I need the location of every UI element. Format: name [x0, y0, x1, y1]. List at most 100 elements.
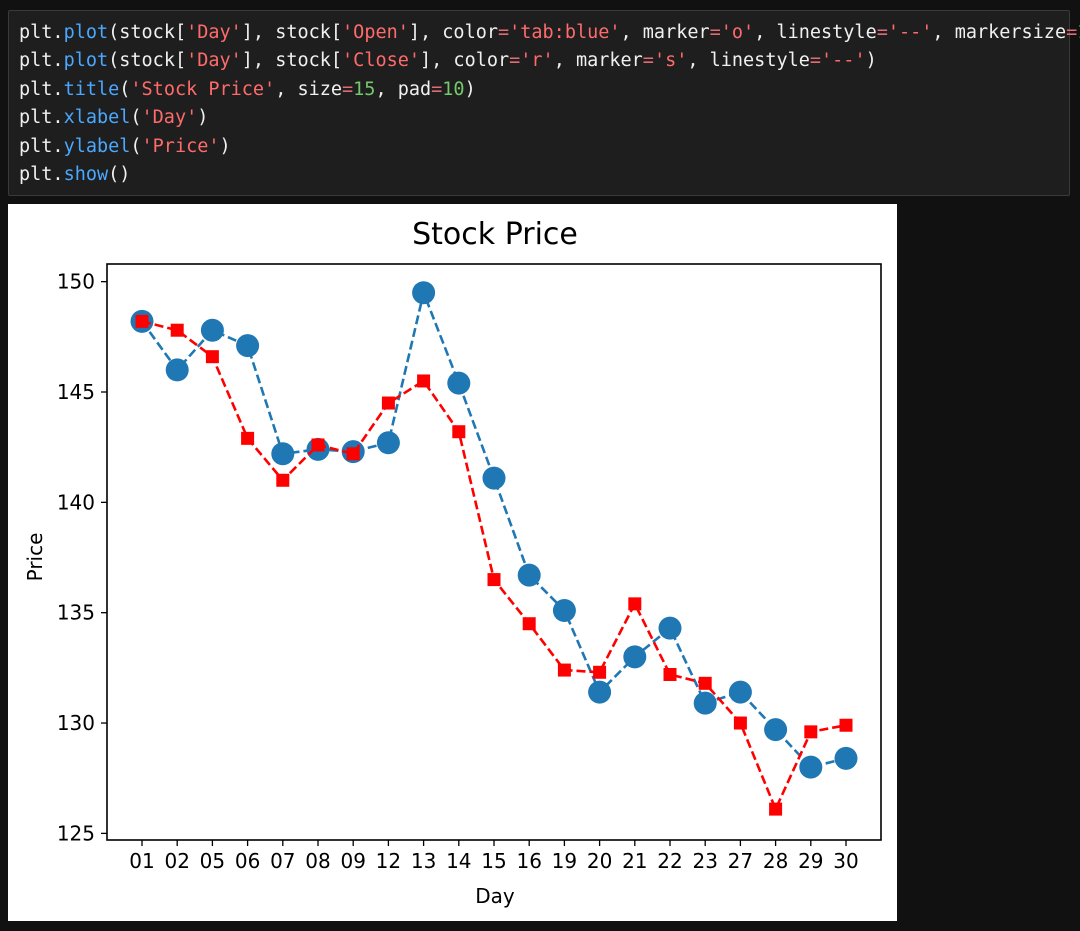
code-token: xlabel	[63, 107, 131, 129]
code-token: plot	[63, 50, 109, 72]
x-tick-label: 05	[200, 849, 225, 873]
code-token: 'r'	[520, 50, 554, 72]
code-token: (stock[	[108, 22, 187, 43]
code-token: =	[342, 78, 354, 100]
data-point	[376, 431, 400, 455]
data-point	[693, 691, 717, 715]
data-point	[552, 598, 576, 622]
code-token: , markersize	[932, 22, 1067, 43]
x-tick-label: 20	[587, 849, 612, 873]
series-close	[135, 314, 853, 816]
data-point	[764, 718, 788, 742]
data-point	[487, 573, 501, 587]
code-token: , marker	[620, 22, 710, 43]
code-token: 'Close'	[342, 50, 421, 72]
x-tick-label: 13	[411, 849, 436, 873]
code-token: plt.	[19, 135, 64, 157]
x-tick-label: 19	[552, 849, 577, 873]
x-tick-label: 09	[340, 849, 365, 873]
y-tick-label: 140	[57, 490, 95, 514]
data-point	[593, 665, 607, 679]
data-point	[517, 563, 541, 587]
code-token: , linestyle	[687, 50, 810, 72]
code-token: , linestyle	[754, 22, 877, 43]
code-token: plt.	[19, 50, 64, 72]
data-point	[311, 438, 325, 452]
data-point	[769, 802, 783, 816]
code-cell[interactable]: plt.plot(stock['Day'], stock['Open'], co…	[8, 10, 1080, 196]
code-token: =	[809, 50, 822, 72]
series-open	[130, 281, 858, 779]
chart-title: Stock Price	[412, 217, 578, 252]
data-point	[839, 718, 853, 732]
code-token: 'Price'	[141, 135, 220, 157]
data-point	[276, 473, 290, 487]
code-token: ()	[108, 163, 131, 185]
x-tick-label: 01	[129, 849, 154, 873]
data-point	[588, 680, 612, 704]
code-line: plt.title('Stock Price', size=15, pad=10…	[19, 76, 1069, 104]
y-axis-label: Price	[23, 533, 47, 582]
code-token: =	[431, 78, 443, 100]
x-tick-label: 06	[235, 849, 260, 873]
code-token: )	[865, 50, 877, 72]
code-line: plt.plot(stock['Day'], stock['Close'], c…	[19, 47, 1069, 75]
code-token: ylabel	[63, 135, 131, 157]
code-token: 'Open'	[342, 22, 409, 43]
code-token: 'Day'	[141, 107, 198, 129]
x-tick-label: 30	[833, 849, 858, 873]
code-token: (	[130, 107, 142, 129]
series-line-open	[140, 288, 847, 769]
code-token: )	[197, 107, 209, 129]
x-tick-label: 27	[728, 849, 753, 873]
chart-figure: Stock Price Day Price 125 130 135 140 145 150…	[8, 204, 897, 921]
x-tick-label: 23	[692, 849, 717, 873]
code-token: ], stock[	[241, 50, 343, 72]
code-line: plt.show()	[19, 161, 1069, 189]
code-token: (stock[	[108, 50, 187, 72]
x-tick-label: 16	[516, 849, 541, 873]
data-point	[412, 281, 436, 305]
y-tick-label: 145	[57, 380, 95, 404]
x-tick-label: 02	[164, 849, 189, 873]
data-point	[628, 597, 642, 611]
x-tick-label: 21	[622, 849, 647, 873]
x-tick-label: 07	[270, 849, 295, 873]
code-line: plt.plot(stock['Day'], stock['Open'], co…	[19, 19, 1080, 47]
x-tick-label: 22	[657, 849, 682, 873]
code-token: 10	[442, 78, 465, 100]
y-tick-label: 125	[57, 821, 95, 845]
code-token: , size	[275, 78, 343, 100]
data-point	[205, 350, 219, 364]
x-tick-label: 12	[376, 849, 401, 873]
code-line: plt.xlabel('Day')	[19, 104, 1069, 132]
data-point	[658, 616, 682, 640]
data-point	[236, 334, 260, 358]
code-token: 'tab:blue'	[509, 22, 621, 43]
data-point	[728, 680, 752, 704]
data-point	[381, 396, 395, 410]
code-token: =	[509, 50, 521, 72]
code-token: , pad	[375, 78, 432, 100]
code-line: plt.ylabel('Price')	[19, 133, 1069, 161]
data-point	[482, 466, 506, 490]
code-token: (	[130, 135, 142, 157]
code-token: '--'	[887, 22, 933, 43]
code-token: 'Day'	[186, 50, 242, 72]
x-tick-label: 08	[305, 849, 330, 873]
data-point	[417, 374, 431, 388]
data-point	[135, 314, 149, 328]
plot-layer: 125 130 135 140 145 150 01 02 05 06 07 08 09 12 13 14 15…	[57, 270, 859, 873]
x-tick-label: 15	[481, 849, 506, 873]
x-tick-label: 29	[798, 849, 823, 873]
code-token: 10	[1077, 22, 1080, 43]
code-token: 'Stock Price'	[130, 78, 276, 100]
data-point	[522, 617, 536, 631]
data-point	[834, 746, 858, 770]
code-token: plt.	[19, 22, 64, 43]
data-point	[799, 755, 823, 779]
code-token: 's'	[653, 50, 688, 72]
code-token: 'o'	[720, 22, 755, 43]
code-token: , marker	[553, 50, 643, 72]
chart-svg: Stock Price Day Price 125130135140145150…	[23, 217, 882, 908]
